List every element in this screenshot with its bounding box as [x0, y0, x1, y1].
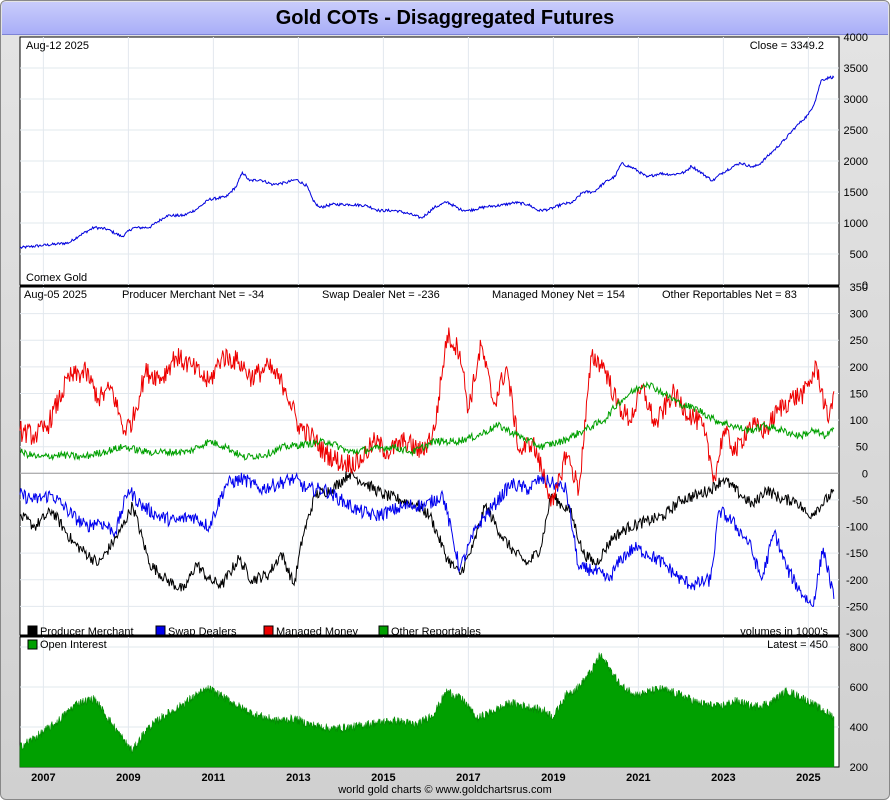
price-series-label: Comex Gold: [26, 272, 87, 284]
legend-swatch-managed-money: [263, 625, 274, 636]
other-reportables-line: [19, 381, 835, 462]
y-tick-label-price: 3000: [844, 94, 868, 106]
y-tick-label-price: 3500: [844, 63, 868, 75]
y-tick-label-price: 1500: [844, 187, 868, 199]
volume-note: volumes in 1000's: [740, 626, 828, 638]
open-interest-latest-label: Latest = 450: [767, 639, 828, 651]
y-tick-label-price: 2000: [844, 156, 868, 168]
y-tick-label-price: 2500: [844, 125, 868, 137]
swap-dealers-line: [19, 471, 835, 607]
x-tick-label: 2017: [456, 772, 480, 784]
x-tick-label: 2013: [286, 772, 310, 784]
producer-merchant-line: [19, 467, 835, 592]
y-tick-label-cot: -250: [846, 601, 868, 613]
cot-lines-layer: [19, 327, 835, 607]
x-tick-label: 2007: [31, 772, 55, 784]
x-tick-label: 2019: [541, 772, 565, 784]
y-tick-label-cot: 300: [850, 309, 868, 321]
legend-swatch-other-reportables: [378, 625, 389, 636]
managed-money-net-label: Managed Money Net = 154: [492, 289, 625, 301]
y-tick-label-price: 0: [862, 280, 868, 292]
y-tick-label-cot: -150: [846, 548, 868, 560]
legend-label-other-reportables: Other Reportables: [391, 626, 481, 638]
cot-panel: [19, 286, 840, 636]
y-tick-label-cot: 50: [856, 442, 868, 454]
legend-swatch-open-interest: [27, 639, 38, 650]
other-reportables-net-label: Other Reportables Net = 83: [662, 289, 797, 301]
axis-labels-layer: 2007 2009 2011 2013 2015 2017 2019 2021 2023 2025…: [31, 32, 868, 784]
swap-dealer-net-label: Swap Dealer Net = -236: [322, 289, 440, 301]
y-tick-label-cot: 250: [850, 335, 868, 347]
price-series-line: [19, 75, 835, 250]
price-date-label: Aug-12 2025: [26, 40, 89, 52]
cot-date-label: Aug-05 2025: [24, 289, 87, 301]
chart-title: Gold COTs - Disaggregated Futures: [2, 2, 888, 35]
y-tick-label-cot: 100: [850, 415, 868, 427]
legend-label-producer-merchant: Producer Merchant: [40, 626, 134, 638]
producer-merchant-net-label: Producer Merchant Net = -34: [122, 289, 264, 301]
footer-credit: world gold charts © www.goldchartsrus.co…: [338, 784, 552, 796]
open-interest-area: [19, 652, 835, 768]
y-tick-label-cot: 0: [862, 468, 868, 480]
x-tick-label: 2011: [201, 772, 225, 784]
price-close-label: Close = 3349.2: [750, 40, 824, 52]
y-tick-label-open-interest: 400: [850, 722, 868, 734]
y-tick-label-cot: -300: [846, 628, 868, 640]
y-tick-label-cot: 200: [850, 362, 868, 374]
y-tick-label-open-interest: 800: [850, 642, 868, 654]
cot-legend: Producer Merchant Swap Dealers Managed M…: [27, 625, 481, 638]
x-tick-label: 2009: [116, 772, 140, 784]
x-tick-label: 2023: [711, 772, 735, 784]
y-tick-label-open-interest: 600: [850, 682, 868, 694]
y-tick-label-cot: 150: [850, 388, 868, 400]
price-line-layer: [19, 75, 835, 250]
legend-swatch-producer-merchant: [27, 625, 38, 636]
y-tick-label-cot: -100: [846, 522, 868, 534]
legend-label-swap-dealers: Swap Dealers: [168, 626, 237, 638]
legend-swatch-swap-dealers: [155, 625, 166, 636]
x-tick-label: 2025: [796, 772, 820, 784]
x-tick-label: 2015: [371, 772, 395, 784]
open-interest-label: Open Interest: [40, 639, 107, 651]
y-tick-label-cot: -200: [846, 575, 868, 587]
y-tick-label-cot: -50: [852, 495, 868, 507]
y-tick-label-cot: 350: [850, 282, 868, 294]
y-tick-label-price: 500: [850, 249, 868, 261]
y-tick-label-price: 4000: [844, 32, 868, 44]
y-tick-label-price: 1000: [844, 218, 868, 230]
y-tick-label-open-interest: 200: [850, 762, 868, 774]
open-interest-area-layer: [19, 652, 835, 768]
x-tick-label: 2021: [626, 772, 650, 784]
legend-label-managed-money: Managed Money: [276, 626, 358, 638]
